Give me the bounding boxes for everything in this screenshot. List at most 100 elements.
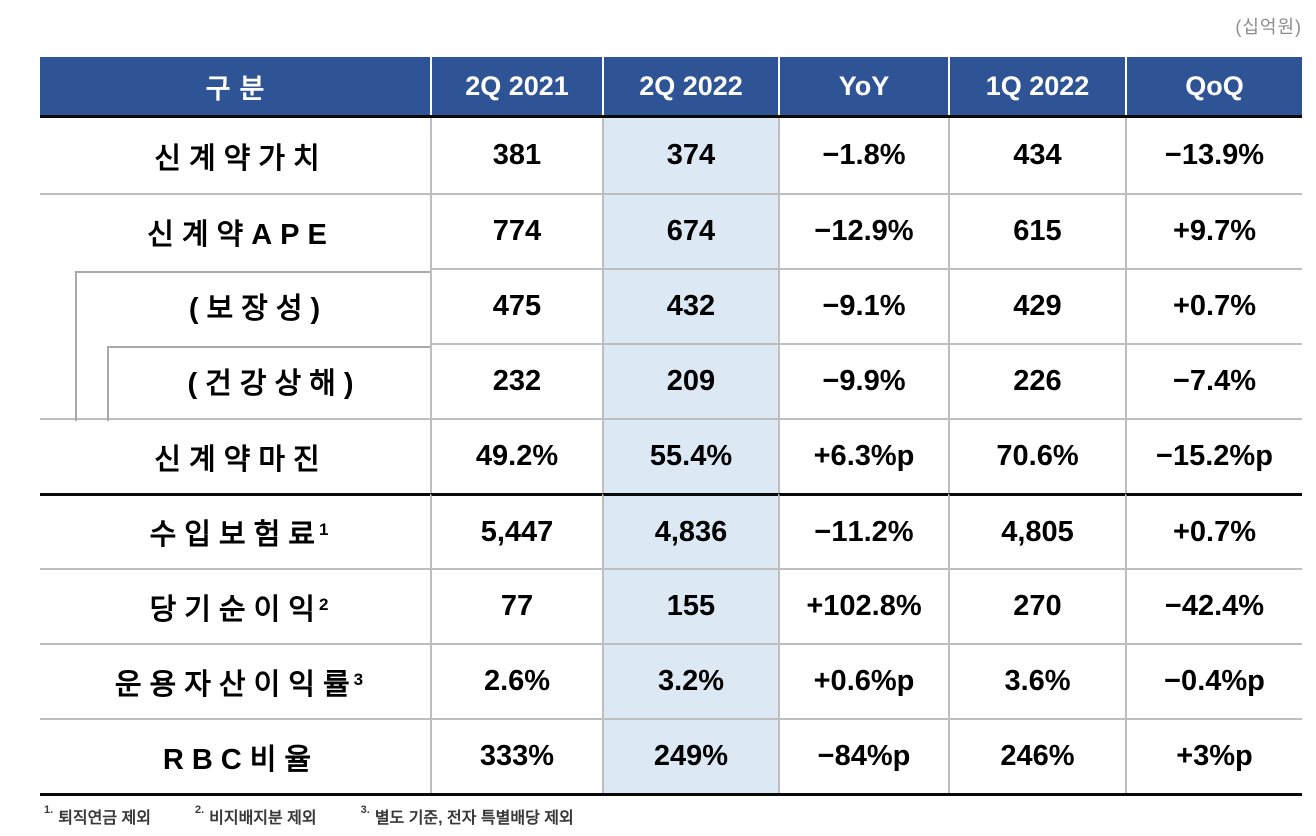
cell-2q2022: 209 <box>602 343 778 418</box>
table-row-investment-yield: 운용자산이익률 3 2.6% 3.2% +0.6%p 3.6% −0.4%p <box>40 643 1302 718</box>
cell-2q2021: 2.6% <box>430 643 602 718</box>
table-row-new-business-margin: 신계약마진 49.2% 55.4% +6.3%p 70.6% −15.2%p <box>40 418 1302 493</box>
row-label: (건강상해) <box>40 343 430 418</box>
cell-1q2022: 4,805 <box>948 493 1125 568</box>
row-label-text: 운용자산이익률 <box>114 668 358 701</box>
row-label: 신계약APE <box>40 193 430 268</box>
row-label: (보장성) <box>40 268 430 343</box>
footnote-marker: 1. <box>44 804 54 816</box>
cell-yoy: −12.9% <box>778 193 948 268</box>
cell-1q2022: 70.6% <box>948 418 1125 493</box>
row-label-text: 신계약APE <box>147 218 335 251</box>
cell-2q2021: 49.2% <box>430 418 602 493</box>
row-label: 수입보험료 1 <box>40 493 430 568</box>
cell-qoq: −13.9% <box>1125 118 1302 193</box>
cell-qoq: −7.4% <box>1125 343 1302 418</box>
footnote-text: 별도 기준, 전자 특별배당 제외 <box>374 810 574 827</box>
cell-qoq: +0.7% <box>1125 268 1302 343</box>
row-label-text: (보장성) <box>188 292 329 325</box>
indent-bracket-vertical-level1 <box>75 271 77 421</box>
cell-yoy: −9.9% <box>778 343 948 418</box>
cell-yoy: +102.8% <box>778 568 948 643</box>
footnote-text: 퇴직연금 제외 <box>58 810 151 827</box>
column-header-2q2022: 2Q 2022 <box>602 57 778 115</box>
cell-2q2022: 249% <box>602 718 778 793</box>
table-row-new-business-ape: 신계약APE 774 674 −12.9% 615 +9.7% <box>40 193 1302 268</box>
cell-2q2022: 155 <box>602 568 778 643</box>
row-label-footnote-ref: 3 <box>353 669 364 689</box>
row-label: 신계약가치 <box>40 118 430 193</box>
cell-qoq: −15.2%p <box>1125 418 1302 493</box>
cell-2q2021: 381 <box>430 118 602 193</box>
cell-qoq: −0.4%p <box>1125 643 1302 718</box>
column-header-yoy: YoY <box>778 57 948 115</box>
table-row-rbc-ratio: RBC비율 333% 249% −84%p 246% +3%p <box>40 718 1302 793</box>
indent-bracket-horizontal-level1 <box>75 271 430 273</box>
cell-1q2022: 226 <box>948 343 1125 418</box>
row-label: 당기순이익 2 <box>40 568 430 643</box>
column-header-qoq: QoQ <box>1125 57 1302 115</box>
table-row-protection: (보장성) 475 432 −9.1% 429 +0.7% <box>40 268 1302 343</box>
footnote-text: 비지배지분 제외 <box>209 810 317 827</box>
row-label: RBC비율 <box>40 718 430 793</box>
cell-2q2022: 432 <box>602 268 778 343</box>
row-label: 신계약마진 <box>40 418 430 493</box>
cell-qoq: −42.4% <box>1125 568 1302 643</box>
cell-2q2021: 77 <box>430 568 602 643</box>
column-header-2q2021: 2Q 2021 <box>430 57 602 115</box>
table-row-net-income: 당기순이익 2 77 155 +102.8% 270 −42.4% <box>40 568 1302 643</box>
cell-1q2022: 429 <box>948 268 1125 343</box>
cell-2q2022: 3.2% <box>602 643 778 718</box>
cell-2q2022: 55.4% <box>602 418 778 493</box>
table-body: 신계약가치 381 374 −1.8% 434 −13.9% 신계약APE 77… <box>40 118 1302 796</box>
cell-1q2022: 270 <box>948 568 1125 643</box>
cell-2q2021: 333% <box>430 718 602 793</box>
row-label-text: RBC비율 <box>162 743 320 776</box>
row-label-text: 신계약마진 <box>154 443 328 476</box>
footnote-3: 3. 별도 기준, 전자 특별배당 제외 <box>361 804 574 828</box>
cell-qoq: +0.7% <box>1125 493 1302 568</box>
column-header-1q2022: 1Q 2022 <box>948 57 1125 115</box>
footnote-1: 1. 퇴직연금 제외 <box>44 804 151 828</box>
cell-2q2021: 475 <box>430 268 602 343</box>
cell-yoy: −84%p <box>778 718 948 793</box>
cell-2q2021: 232 <box>430 343 602 418</box>
cell-1q2022: 3.6% <box>948 643 1125 718</box>
cell-1q2022: 246% <box>948 718 1125 793</box>
row-label-text: 당기순이익 <box>149 593 323 626</box>
cell-2q2022: 374 <box>602 118 778 193</box>
cell-2q2021: 774 <box>430 193 602 268</box>
footnotes: 1. 퇴직연금 제외 2. 비지배지분 제외 3. 별도 기준, 전자 특별배당 제외 <box>44 804 574 828</box>
table-row-premium-income: 수입보험료 1 5,447 4,836 −11.2% 4,805 +0.7% <box>40 493 1302 568</box>
table-header-row: 구분 2Q 2021 2Q 2022 YoY 1Q 2022 QoQ <box>40 57 1302 118</box>
column-header-category: 구분 <box>205 73 274 104</box>
cell-yoy: −11.2% <box>778 493 948 568</box>
unit-label: (십억원) <box>1235 17 1302 37</box>
cell-2q2022: 4,836 <box>602 493 778 568</box>
cell-yoy: −1.8% <box>778 118 948 193</box>
indent-bracket-horizontal-level2 <box>107 346 430 348</box>
footnote-marker: 2. <box>194 804 205 816</box>
indent-bracket-vertical-level2 <box>107 346 109 421</box>
row-label-footnote-ref: 1 <box>318 520 329 539</box>
cell-2q2021: 5,447 <box>430 493 602 568</box>
cell-yoy: +6.3%p <box>778 418 948 493</box>
cell-qoq: +9.7% <box>1125 193 1302 268</box>
row-label-footnote-ref: 2 <box>318 594 329 614</box>
row-label-text: (건강상해) <box>187 367 362 400</box>
cell-yoy: −9.1% <box>778 268 948 343</box>
cell-qoq: +3%p <box>1125 718 1302 793</box>
cell-yoy: +0.6%p <box>778 643 948 718</box>
footnote-marker: 3. <box>360 804 370 816</box>
cell-1q2022: 615 <box>948 193 1125 268</box>
financial-results-table: 구분 2Q 2021 2Q 2022 YoY 1Q 2022 QoQ 신계약가치… <box>40 57 1302 796</box>
table-row-health-accident: (건강상해) 232 209 −9.9% 226 −7.4% <box>40 343 1302 418</box>
footnote-2: 2. 비지배지분 제외 <box>195 804 317 828</box>
row-label: 운용자산이익률 3 <box>40 643 430 718</box>
cell-1q2022: 434 <box>948 118 1125 193</box>
cell-2q2022: 674 <box>602 193 778 268</box>
row-label-text: 신계약가치 <box>154 142 328 175</box>
table-row-new-business-value: 신계약가치 381 374 −1.8% 434 −13.9% <box>40 118 1302 193</box>
row-label-text: 수입보험료 <box>149 519 323 551</box>
